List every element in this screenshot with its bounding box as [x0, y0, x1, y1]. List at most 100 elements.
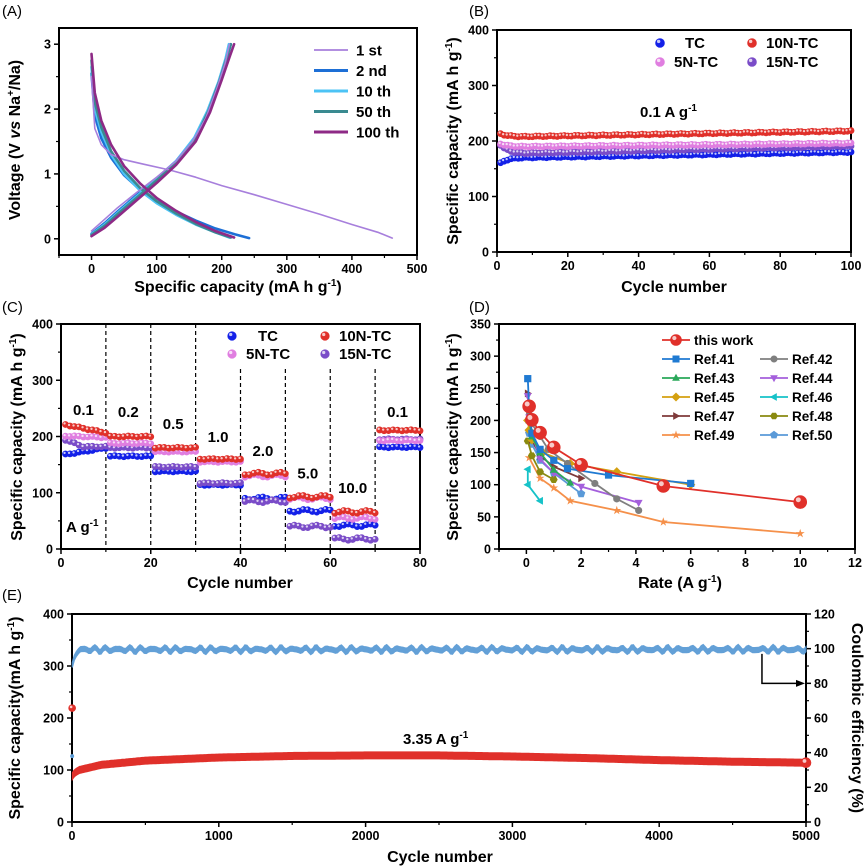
x-tick-label: 10 — [793, 556, 807, 570]
data-point-highlight — [63, 422, 66, 425]
data-point-highlight — [615, 143, 618, 146]
data-point-highlight — [820, 150, 823, 153]
data-point-highlight — [813, 150, 816, 153]
data-point-highlight — [555, 144, 558, 147]
data-point-highlight — [565, 133, 569, 137]
data-point-highlight — [608, 148, 611, 152]
data-point-highlight — [742, 141, 746, 144]
data-point-highlight — [813, 141, 816, 145]
data-point-highlight — [678, 131, 682, 134]
data-point-highlight — [233, 457, 237, 460]
data-point-highlight — [806, 150, 809, 154]
data-point-Ref.42 — [613, 495, 621, 503]
data-point-highlight — [732, 130, 735, 133]
y-tick-label: 0 — [44, 232, 51, 246]
data-point-Ref.49 — [658, 517, 668, 526]
data-point-highlight — [206, 480, 210, 483]
data-point-10N-TC — [371, 509, 379, 517]
data-point-highlight — [696, 142, 700, 146]
data-point-highlight — [103, 430, 107, 434]
data-point-highlight — [512, 144, 515, 147]
data-point-highlight — [703, 130, 707, 134]
legend-marker — [671, 430, 681, 439]
data-point-highlight — [527, 415, 533, 420]
data-point-highlight — [85, 427, 89, 430]
panel-label-b: (B) — [469, 3, 489, 20]
data-point-this work — [522, 399, 536, 414]
data-point-highlight — [841, 141, 845, 144]
data-point-highlight — [90, 434, 93, 437]
data-point-highlight — [615, 132, 618, 135]
data-point-highlight — [314, 509, 318, 513]
legend-marker — [320, 349, 330, 359]
data-point-highlight — [792, 141, 795, 144]
data-point-this work — [793, 495, 808, 509]
data-point-highlight — [144, 433, 147, 437]
data-point-highlight — [848, 128, 852, 131]
data-point-highlight — [746, 130, 749, 133]
data-point-highlight — [625, 142, 629, 146]
data-point-highlight — [604, 149, 607, 152]
data-point-highlight — [269, 472, 273, 475]
legend-label: 10N-TC — [339, 328, 392, 345]
data-point-highlight — [678, 142, 682, 145]
data-point-highlight — [686, 142, 689, 146]
data-point-highlight — [558, 133, 561, 136]
data-point-highlight — [90, 443, 93, 447]
legend-label: 2 nd — [356, 63, 387, 80]
data-point-highlight — [523, 133, 526, 137]
data-point-15N-TC — [237, 479, 244, 487]
data-point-highlight — [848, 149, 852, 153]
x-tick-label: 500 — [407, 262, 428, 276]
y2-tick-label: 20 — [814, 781, 828, 795]
data-point-highlight — [265, 472, 268, 475]
data-point-highlight — [381, 444, 385, 448]
data-point-highlight — [175, 445, 178, 448]
data-point-highlight — [608, 133, 611, 136]
data-point-highlight — [144, 453, 147, 456]
data-point-highlight — [739, 152, 742, 155]
y2-tick-label: 80 — [814, 677, 828, 691]
data-point-highlight — [198, 481, 201, 484]
data-point-highlight — [260, 500, 264, 503]
data-point-highlight — [81, 426, 84, 429]
data-point-highlight — [332, 510, 335, 514]
data-point-highlight — [647, 132, 650, 135]
data-point-highlight — [341, 522, 344, 526]
data-point-highlight — [386, 445, 389, 448]
data-point-highlight — [314, 494, 318, 498]
data-point-highlight — [778, 141, 781, 145]
data-point-highlight — [792, 130, 795, 133]
data-point-highlight — [247, 472, 250, 475]
data-point-highlight — [283, 471, 286, 474]
panel-label-d: (D) — [469, 299, 490, 316]
data-point-highlight — [395, 444, 398, 447]
data-point-highlight — [519, 134, 523, 137]
data-point-highlight — [519, 143, 523, 147]
data-point-highlight — [717, 151, 721, 155]
x-tick-label: 300 — [276, 262, 297, 276]
data-point-highlight — [112, 433, 116, 437]
legend-label: Ref.43 — [694, 371, 735, 386]
data-point-highlight — [319, 493, 322, 496]
data-point-highlight — [565, 144, 569, 147]
data-point-highlight — [72, 433, 75, 436]
legend-marker — [320, 331, 330, 341]
data-point-highlight — [749, 151, 753, 154]
legend-label: Ref.46 — [792, 390, 833, 405]
data-point-highlight — [72, 440, 75, 443]
data-point-highlight — [63, 433, 66, 437]
data-point-highlight — [650, 131, 654, 135]
y-tick-label: 300 — [468, 79, 489, 93]
data-point-highlight — [533, 143, 537, 147]
data-point-highlight — [501, 158, 505, 162]
legend-label: 10N-TC — [766, 35, 819, 52]
x-tick-label: 80 — [773, 259, 787, 273]
y-tick-label: 200 — [43, 712, 64, 726]
data-point-highlight — [569, 155, 572, 158]
data-point-highlight — [292, 509, 295, 513]
series-line-1st-discharge — [90, 75, 394, 239]
data-point-highlight — [583, 154, 586, 158]
data-point-highlight — [608, 154, 611, 157]
data-point-Ref.42 — [635, 506, 643, 515]
